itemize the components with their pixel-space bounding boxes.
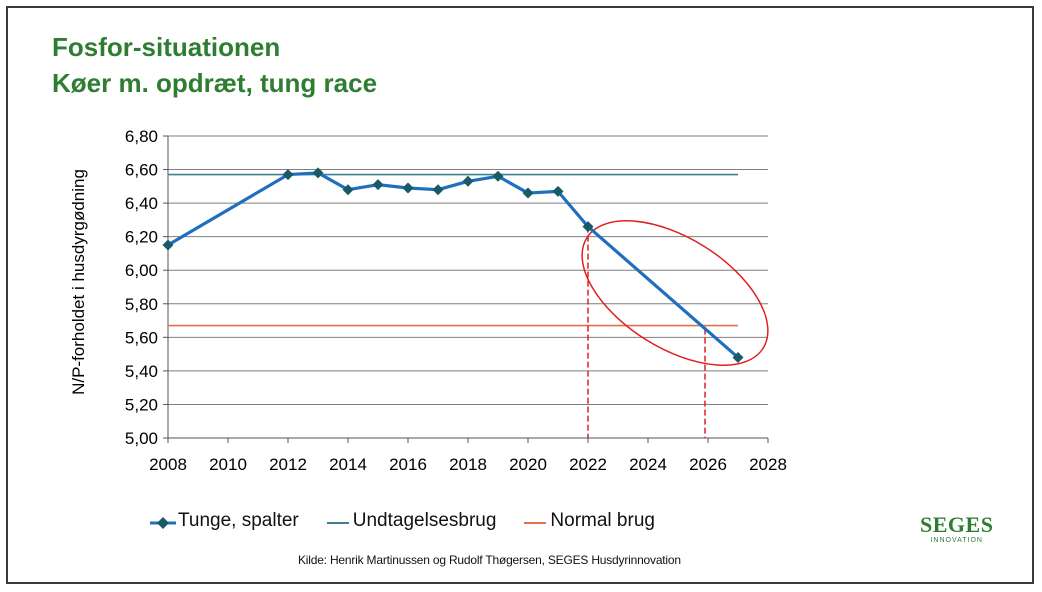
x-tick-label: 2010 xyxy=(209,455,247,474)
y-tick-label: 5,80 xyxy=(125,295,158,314)
highlight-ellipse xyxy=(581,220,769,366)
y-axis-label: N/P-forholdet i husdyrgødning xyxy=(69,169,88,395)
logo-text: SEGES xyxy=(920,512,994,537)
legend: Tunge, spalter Undtagelsesbrug Normal br… xyxy=(150,510,681,532)
data-point xyxy=(282,169,294,181)
grid-lines xyxy=(168,135,768,405)
chart-title-line2: Køer m. opdræt, tung race xyxy=(52,68,378,98)
x-tick-label: 2018 xyxy=(449,455,487,474)
seges-logo: SEGES INNOVATION xyxy=(920,514,993,545)
legend-swatch-line-icon xyxy=(325,514,351,528)
legend-label-undtagelsesbrug: Undtagelsesbrug xyxy=(352,510,497,531)
y-tick-label: 5,60 xyxy=(125,328,158,347)
legend-swatch-diamond-line-icon xyxy=(150,514,176,529)
y-tick-label: 5,40 xyxy=(125,362,158,381)
data-point xyxy=(522,187,534,199)
x-tick-label: 2014 xyxy=(329,455,367,474)
data-point xyxy=(402,182,414,194)
y-tick-label: 6,20 xyxy=(125,228,158,247)
data-point xyxy=(582,221,594,233)
y-tick-label: 6,40 xyxy=(125,194,158,213)
x-tick-labels: 2008 2010 2012 2014 2016 2018 2020 2022 2024 2026… xyxy=(149,455,787,474)
y-tick-label: 6,80 xyxy=(125,127,158,146)
x-tick-label: 2026 xyxy=(689,455,727,474)
data-point xyxy=(312,167,324,179)
legend-label-normal-brug: Normal brug xyxy=(550,510,655,531)
chart-frame xyxy=(6,6,1034,584)
data-point xyxy=(162,239,174,251)
x-tick-label: 2022 xyxy=(569,455,607,474)
data-point xyxy=(432,184,444,196)
axes xyxy=(163,135,769,443)
legend-item-normal-brug: Normal brug xyxy=(522,510,655,532)
chart-title-line1: Fosfor-situationen xyxy=(52,32,281,62)
source-note: Kilde: Henrik Martinussen og Rudolf Thøg… xyxy=(298,553,681,567)
x-tick-label: 2024 xyxy=(629,455,667,474)
y-tick-label: 5,00 xyxy=(125,429,158,448)
data-point xyxy=(552,185,564,197)
x-tick-label: 2020 xyxy=(509,455,547,474)
annotations xyxy=(581,220,769,438)
series-tunge-spalter xyxy=(162,167,744,363)
data-point xyxy=(492,170,504,182)
legend-label-tunge-spalter: Tunge, spalter xyxy=(178,510,299,531)
y-tick-label: 6,60 xyxy=(125,161,158,180)
x-tick-label: 2008 xyxy=(149,455,187,474)
series-line xyxy=(167,171,740,359)
y-tick-label: 5,20 xyxy=(125,395,158,414)
data-point xyxy=(372,179,384,191)
legend-item-undtagelsesbrug: Undtagelsesbrug xyxy=(325,510,497,532)
legend-item-tunge-spalter: Tunge, spalter xyxy=(150,510,299,532)
data-point xyxy=(732,351,744,363)
x-tick-label: 2012 xyxy=(269,455,307,474)
x-tick-label: 2016 xyxy=(389,455,427,474)
legend-swatch-line-icon xyxy=(522,514,548,528)
x-tick-label: 2028 xyxy=(749,455,787,474)
logo-subtext: INNOVATION xyxy=(930,537,983,544)
reference-lines xyxy=(168,173,738,327)
data-point xyxy=(462,175,474,187)
y-tick-labels: 5,00 5,20 5,40 5,60 5,80 6,00 6,20 6,40 6,60 6,80 xyxy=(125,127,158,448)
y-tick-label: 6,00 xyxy=(125,261,158,280)
data-point xyxy=(342,184,354,196)
